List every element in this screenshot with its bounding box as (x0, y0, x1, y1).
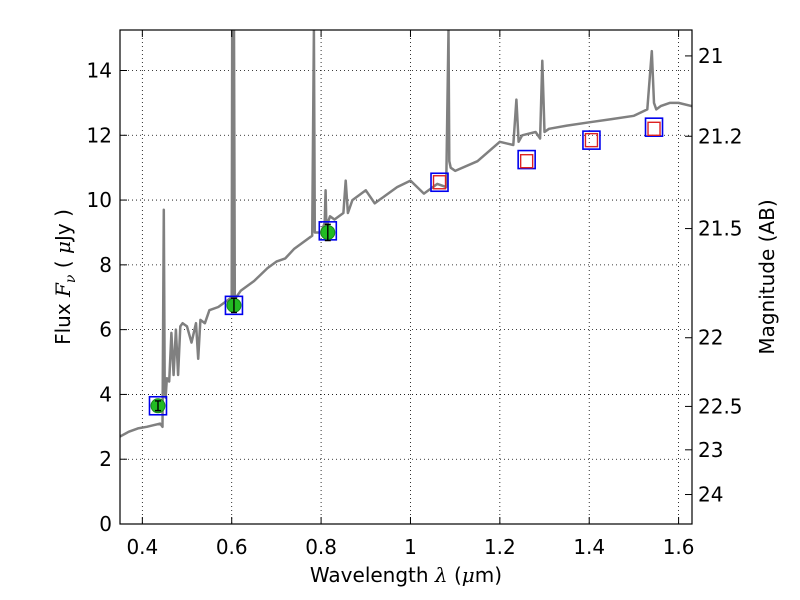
y2-tick-label: 24 (698, 483, 723, 507)
model-photometry-box (517, 149, 536, 170)
y-axis-label: Flux Fν ( μJy ) (51, 209, 79, 345)
x-tick-label: 1.6 (663, 535, 695, 559)
y2-tick-label: 22 (698, 326, 723, 350)
y-tick-label: 4 (99, 382, 112, 406)
y2-axis-ticks: 21 21.2 21.5 22 22.5 23 24 (685, 44, 743, 507)
model-photometry-box (582, 130, 601, 150)
predicted-photometry-box (647, 121, 661, 137)
y-tick-label: 8 (99, 253, 112, 277)
x-tick-label: 1 (404, 535, 417, 559)
predicted-photometry-box (519, 153, 534, 169)
y-tick-label: 14 (87, 58, 112, 82)
y-tick-label: 0 (99, 512, 112, 536)
y2-tick-label: 21 (698, 44, 723, 68)
predicted-photometry-box (432, 175, 447, 190)
y2-axis-label: Magnitude (AB) (755, 199, 779, 354)
predicted-photometry-box (584, 132, 599, 148)
x-tick-label: 1.2 (484, 535, 516, 559)
y-axis-ticks: 0 2 4 6 8 10 12 14 (87, 58, 127, 536)
x-tick-label: 0.6 (216, 535, 248, 559)
y2-tick-label: 22.5 (698, 394, 743, 418)
model-photometry-box (644, 117, 664, 137)
y2-tick-label: 21.5 (698, 217, 743, 241)
y-tick-label: 10 (87, 188, 112, 212)
x-axis-ticks: 0.4 0.6 0.8 1 1.2 1.4 1.6 (126, 30, 695, 559)
model-photometry-box (224, 295, 244, 316)
y-tick-label: 12 (87, 123, 112, 147)
y2-tick-label: 21.2 (698, 124, 743, 148)
x-axis-label: Wavelength λ (μm) (310, 563, 502, 587)
y-tick-label: 2 (99, 447, 112, 471)
plot-frame (119, 29, 693, 525)
y2-tick-label: 23 (698, 438, 723, 462)
y-tick-label: 6 (99, 318, 112, 342)
x-tick-label: 1.4 (573, 535, 605, 559)
model-photometry-box (430, 172, 449, 193)
x-tick-label: 0.4 (126, 535, 158, 559)
model-photometry-box (148, 395, 168, 416)
plot-area (120, 30, 692, 438)
x-tick-label: 0.8 (305, 535, 337, 559)
